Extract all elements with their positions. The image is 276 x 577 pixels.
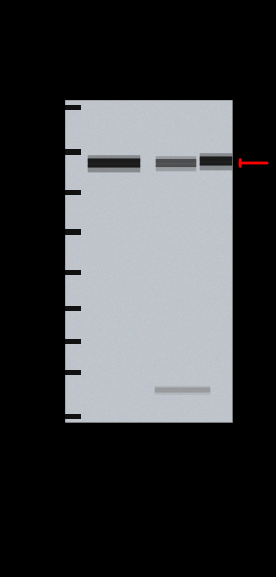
Bar	[65, 149, 81, 155]
FancyBboxPatch shape	[88, 155, 140, 163]
Bar	[65, 339, 81, 343]
FancyBboxPatch shape	[155, 386, 210, 390]
FancyBboxPatch shape	[156, 164, 196, 171]
Bar	[65, 414, 81, 418]
FancyBboxPatch shape	[156, 156, 196, 163]
Bar	[65, 106, 81, 111]
Bar	[65, 269, 81, 275]
FancyBboxPatch shape	[200, 163, 232, 170]
Bar	[65, 230, 81, 234]
FancyBboxPatch shape	[156, 159, 196, 167]
FancyBboxPatch shape	[155, 387, 210, 392]
Bar	[65, 305, 81, 310]
FancyBboxPatch shape	[200, 156, 232, 166]
Bar	[65, 190, 81, 196]
FancyBboxPatch shape	[88, 159, 140, 167]
Bar	[65, 100, 232, 422]
FancyBboxPatch shape	[155, 391, 210, 395]
FancyBboxPatch shape	[200, 153, 232, 161]
Bar	[65, 369, 81, 374]
FancyBboxPatch shape	[88, 165, 140, 173]
